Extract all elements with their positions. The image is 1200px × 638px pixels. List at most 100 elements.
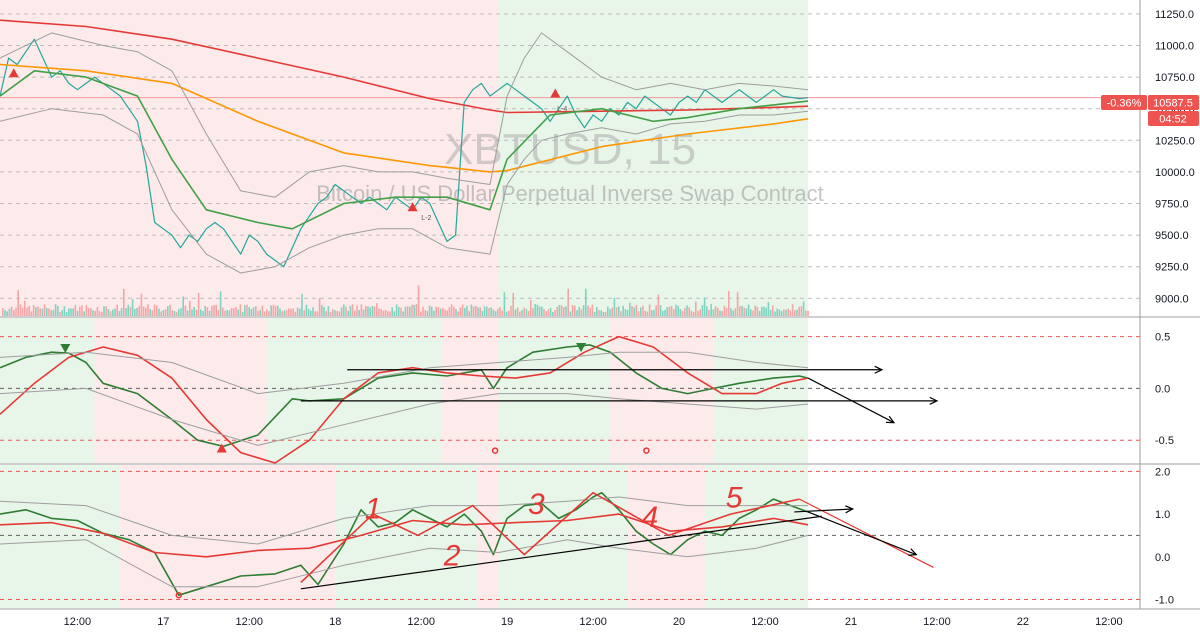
y-tick-label-1-0: 0.5 xyxy=(1155,332,1170,344)
volume-bar xyxy=(613,297,616,316)
volume-bar xyxy=(151,310,154,316)
volume-bar xyxy=(725,307,728,316)
volume-bar xyxy=(578,307,580,316)
volume-bar xyxy=(305,304,308,316)
volume-bar xyxy=(692,311,695,316)
volume-bar xyxy=(63,306,66,316)
volume-bar xyxy=(787,308,789,316)
volume-bar xyxy=(609,309,611,316)
volume-bar xyxy=(646,311,649,316)
volume-bar xyxy=(123,288,125,316)
volume-bar xyxy=(413,305,415,316)
volume-bar xyxy=(585,288,587,316)
level-label: L-2 xyxy=(421,215,431,222)
volume-bar xyxy=(490,307,492,316)
volume-bar xyxy=(580,309,583,316)
volume-bar xyxy=(35,307,37,316)
signal-up-marker xyxy=(8,68,19,78)
volume-bar xyxy=(624,309,627,316)
volume-bar xyxy=(763,306,765,316)
volume-bar xyxy=(798,306,800,316)
wave-label-3: 3 xyxy=(528,488,545,521)
volume-bar xyxy=(637,311,640,316)
x-tick-label-0: 12:00 xyxy=(64,616,92,628)
series-bb-upper-0 xyxy=(0,32,809,198)
drawing-arrow-1-2 xyxy=(807,377,895,424)
volume-bar xyxy=(477,307,479,316)
volume-bar xyxy=(721,310,723,316)
volume-bar xyxy=(699,309,701,316)
drawing-wave-2 xyxy=(300,491,800,583)
volume-bar xyxy=(712,309,715,316)
x-tick-label-1: 17 xyxy=(157,616,169,628)
volume-bar xyxy=(61,310,63,316)
volume-bar xyxy=(277,305,279,316)
series-bb-lower-0 xyxy=(0,108,809,274)
volume-bar xyxy=(541,306,543,316)
volume-bar xyxy=(503,292,506,316)
volume-bar xyxy=(765,307,767,316)
volume-bar xyxy=(620,311,622,316)
volume-bar xyxy=(327,306,330,316)
volume-bar xyxy=(332,309,334,316)
volume-bar xyxy=(180,308,182,316)
volume-bar xyxy=(387,311,389,316)
x-tick-label-2: 12:00 xyxy=(236,616,264,628)
volume-bar xyxy=(602,311,605,316)
volume-bar xyxy=(147,304,149,316)
volume-bar xyxy=(303,310,305,316)
band-1-6 xyxy=(713,318,808,463)
volume-bar xyxy=(167,306,169,316)
level-label: L-4 xyxy=(557,106,567,113)
volume-bar xyxy=(197,292,200,316)
volume-bar xyxy=(208,310,211,316)
signal-down-marker xyxy=(576,343,587,352)
volume-bar xyxy=(162,309,165,316)
volume-bar xyxy=(571,305,574,316)
volume-bar xyxy=(81,305,83,316)
volume-bar xyxy=(65,311,68,316)
volume-bar xyxy=(774,311,776,316)
volume-bar xyxy=(626,309,629,316)
volume-bar xyxy=(785,309,787,316)
volume-bar xyxy=(325,311,327,316)
volume-bar xyxy=(593,311,596,316)
volume-bar xyxy=(648,304,651,316)
volume-bar xyxy=(279,308,281,316)
drawing-arrow-2-4 xyxy=(807,511,917,556)
y-tick-label-0-9: 11250.0 xyxy=(1155,9,1194,21)
volume-bar xyxy=(607,306,609,316)
volume-bar xyxy=(336,311,338,316)
x-tick-label-7: 20 xyxy=(673,616,685,628)
volume-bar xyxy=(43,304,46,316)
volume-bar xyxy=(681,310,684,316)
volume-bar xyxy=(697,310,699,316)
volume-bar xyxy=(131,299,134,316)
volume-bar xyxy=(530,300,532,316)
volume-bar xyxy=(653,309,655,316)
volume-bar xyxy=(629,302,631,316)
volume-bar xyxy=(301,293,303,316)
volume-bar xyxy=(508,310,510,316)
volume-bar xyxy=(483,306,486,316)
volume-bar xyxy=(345,306,347,316)
volume-bar xyxy=(805,310,807,316)
volume-bar xyxy=(796,309,798,316)
volume-bar xyxy=(226,310,228,316)
volume-bar xyxy=(523,307,525,316)
x-tick-label-3: 18 xyxy=(329,616,341,628)
volume-bar xyxy=(299,308,301,316)
volume-bar xyxy=(371,305,374,316)
volume-bar xyxy=(736,292,739,316)
y-tick-label-2-0: 2.0 xyxy=(1155,466,1170,478)
wave-label-2: 2 xyxy=(443,539,461,572)
band-2-5 xyxy=(627,465,705,608)
volume-bar xyxy=(640,307,642,316)
volume-bar xyxy=(761,306,763,316)
volume-bar xyxy=(112,309,114,316)
y-tick-label-0-0: 9000.0 xyxy=(1155,293,1189,305)
volume-bar xyxy=(244,305,246,316)
volume-bar xyxy=(351,304,354,316)
volume-bar xyxy=(19,304,22,316)
